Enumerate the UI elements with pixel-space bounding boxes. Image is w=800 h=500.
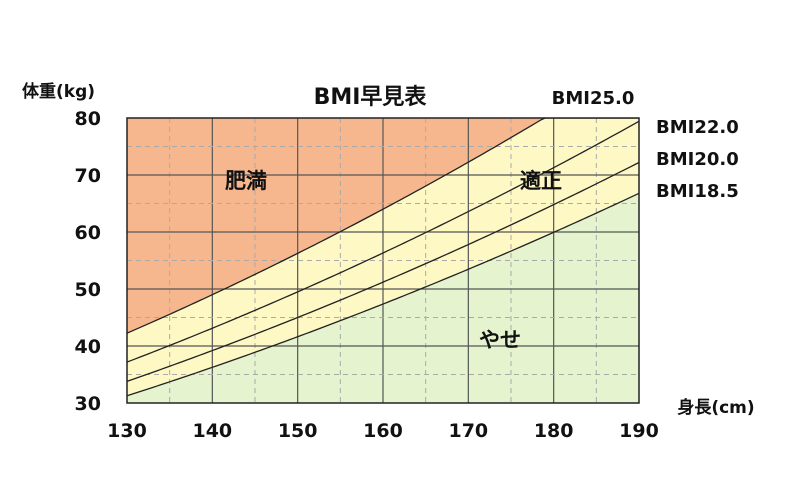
y-tick-label: 60 (75, 222, 101, 244)
x-tick-label: 160 (363, 420, 403, 442)
bmi-22-label: BMI22.0 (656, 117, 739, 138)
bmi-20-line (127, 161, 639, 382)
bmi-25-label: BMI25.0 (552, 88, 635, 109)
plot-frame (126, 117, 640, 404)
zone-label-normal: 適正 (520, 169, 562, 193)
bmi-curves (127, 118, 639, 397)
x-tick-label: 130 (107, 420, 147, 442)
bmi-25-line (127, 118, 639, 334)
y-tick-labels: 30 40 50 60 70 80 (75, 108, 101, 415)
y-tick-label: 40 (75, 336, 101, 358)
zone-underweight-fill (127, 193, 639, 403)
x-tick-label: 170 (448, 420, 488, 442)
x-tick-label: 150 (278, 420, 318, 442)
zone-obese-fill (127, 118, 639, 334)
x-tick-labels: 130 140 150 160 170 180 190 (107, 420, 659, 442)
zone-label-obese: 肥満 (225, 169, 267, 193)
bmi-18-5-line (127, 192, 639, 397)
chart-title: BMI早見表 (314, 85, 428, 110)
x-tick-label: 180 (534, 420, 574, 442)
y-tick-label: 80 (75, 108, 101, 130)
y-tick-label: 70 (75, 165, 101, 187)
x-tick-label: 190 (619, 420, 659, 442)
bmi-20-label: BMI20.0 (656, 149, 739, 170)
zone-label-underweight: やせ (479, 328, 521, 352)
bmi-18-5-label: BMI18.5 (656, 181, 739, 202)
y-tick-label: 50 (75, 279, 101, 301)
bmi-22-line (127, 120, 639, 363)
x-axis-title: 身長(cm) (677, 397, 754, 418)
y-tick-label: 30 (75, 393, 101, 415)
y-axis-title: 体重(kg) (22, 81, 95, 102)
x-tick-label: 140 (192, 420, 232, 442)
